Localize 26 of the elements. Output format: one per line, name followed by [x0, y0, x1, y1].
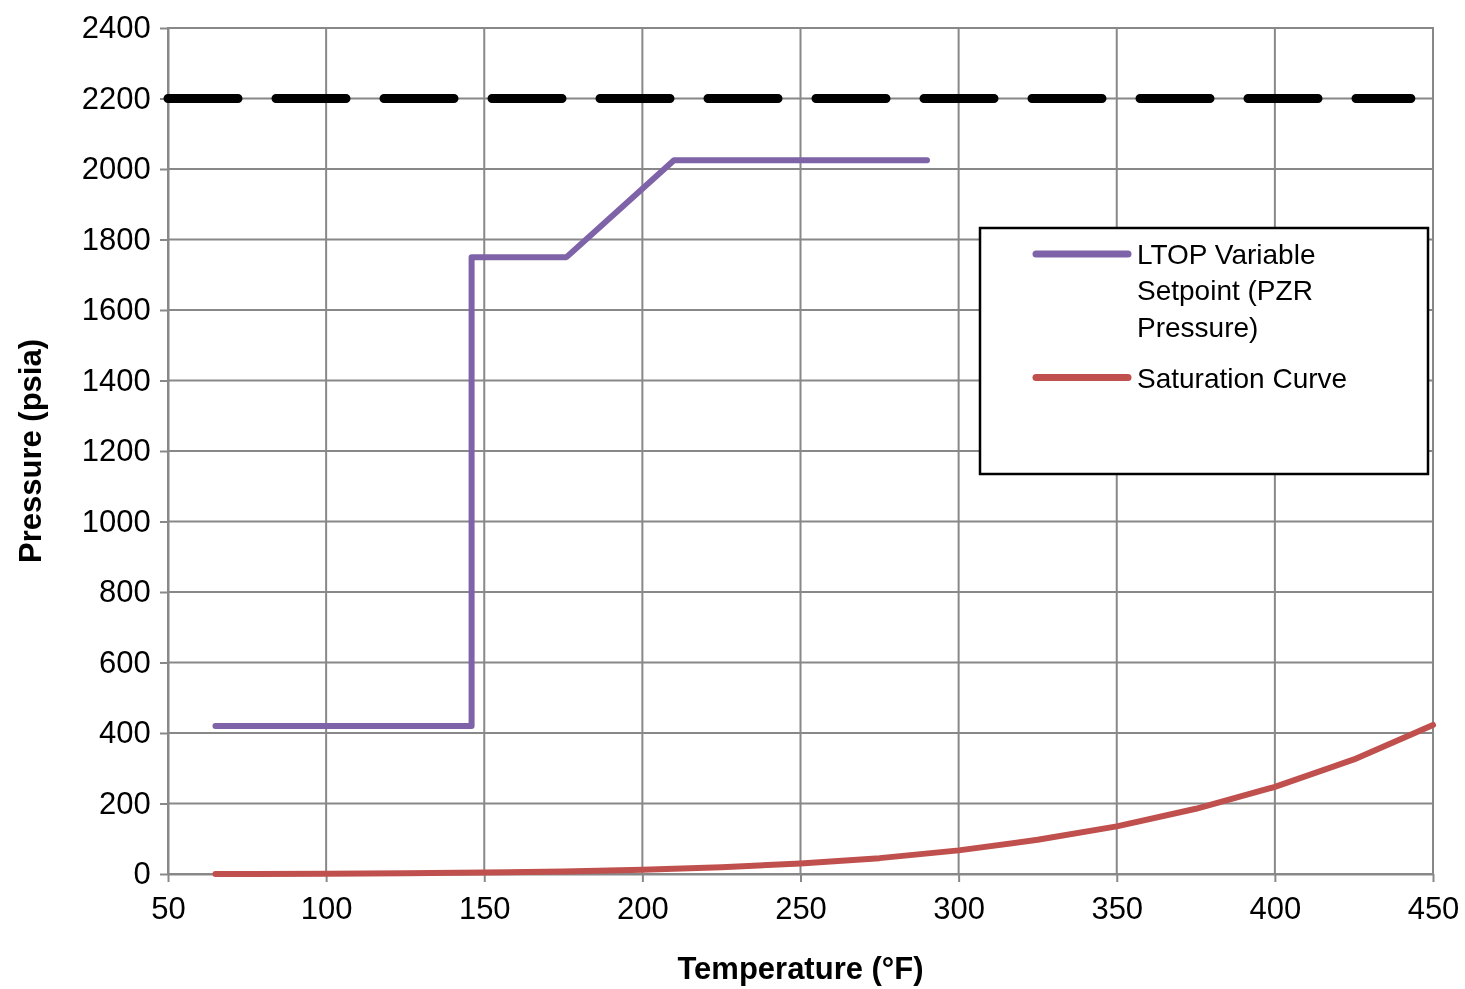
- y-axis-title: Pressure (psia): [13, 339, 48, 563]
- y-tick-label: 1200: [81, 433, 151, 469]
- legend-label: LTOP Variable Setpoint (PZR Pressure): [1137, 239, 1316, 343]
- x-tick-label: 300: [933, 891, 985, 927]
- x-tick-label: 400: [1249, 891, 1302, 927]
- x-tick-label: 50: [151, 891, 186, 927]
- y-tick-label: 800: [99, 574, 151, 610]
- legend-label: Saturation Curve: [1137, 362, 1348, 394]
- x-tick-label: 450: [1407, 891, 1460, 927]
- x-tick-label: 250: [775, 891, 827, 927]
- x-tick-label: 200: [617, 891, 669, 927]
- y-tick-label: 2200: [81, 80, 151, 116]
- x-axis-title: Temperature (°F): [677, 951, 924, 986]
- y-tick-label: 1400: [81, 362, 151, 398]
- y-tick-label: 200: [99, 785, 151, 821]
- y-tick-label: 400: [99, 715, 151, 751]
- y-tick-label: 1000: [81, 503, 151, 539]
- y-tick-label: 2400: [81, 10, 151, 46]
- y-tick-label: 600: [99, 644, 151, 680]
- y-tick-label: 1800: [81, 221, 151, 257]
- x-tick-label: 100: [300, 891, 353, 927]
- y-tick-label: 2000: [81, 151, 151, 187]
- y-tick-label: 1600: [81, 292, 151, 328]
- y-tick-label: 0: [133, 856, 151, 892]
- x-tick-label: 150: [458, 891, 511, 927]
- x-tick-label: 350: [1091, 891, 1144, 927]
